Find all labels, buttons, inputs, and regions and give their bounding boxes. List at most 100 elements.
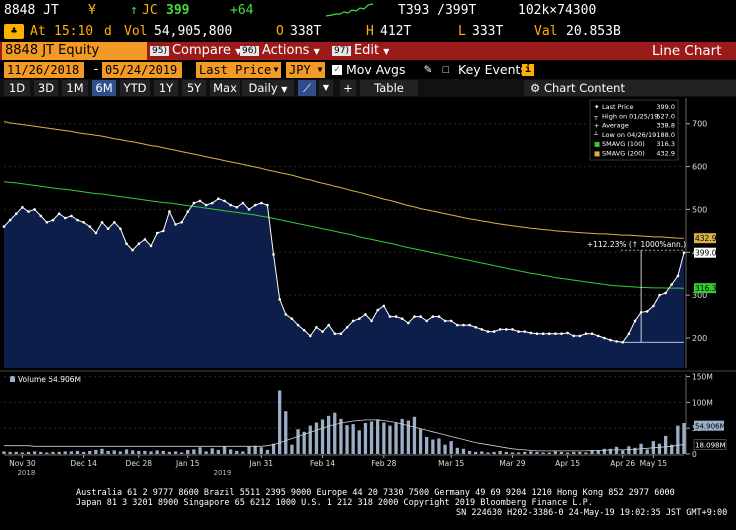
info-icon[interactable]: i xyxy=(522,64,534,76)
volume-bar xyxy=(535,451,539,454)
chevron-down-icon[interactable]: ▼ xyxy=(271,62,281,78)
volume-bar xyxy=(308,425,312,454)
end-date-input[interactable]: 05/24/2019 xyxy=(102,62,182,78)
volume-bar xyxy=(461,448,466,454)
volume-tag-bg xyxy=(694,420,724,431)
volume-tag: 54.906M xyxy=(695,423,726,431)
price-point xyxy=(272,253,275,256)
actions-button[interactable]: 96) Actions ▼ xyxy=(240,42,320,60)
quote-details: ♣ At 15:10 d Vol 54,905,800 O 338T H 412… xyxy=(0,22,736,42)
range-button-3d[interactable]: 3D xyxy=(34,80,58,96)
volume-bar xyxy=(357,430,361,454)
price-point xyxy=(682,251,686,254)
price-point xyxy=(284,313,288,316)
range-button-5y[interactable]: 5Y xyxy=(182,80,206,96)
volume-bar xyxy=(382,422,386,454)
price-point xyxy=(664,291,667,295)
volume-bar xyxy=(180,452,184,454)
volume-bar xyxy=(523,451,527,454)
range-button-1m[interactable]: 1M xyxy=(62,80,88,96)
compare-button[interactable]: 95) Compare ▼ xyxy=(150,42,241,60)
volume-bar xyxy=(376,419,380,454)
volume-bar xyxy=(627,446,631,454)
volume-bar xyxy=(449,441,453,454)
legend-item-value: 316.3 xyxy=(656,140,675,148)
volume-bar xyxy=(633,447,637,454)
volume-bar xyxy=(284,411,288,454)
legend-item-value: 399.0 xyxy=(656,103,675,111)
price-point xyxy=(449,319,453,323)
annotation-label: +112.23% (↑ 1000%ann.) xyxy=(587,240,686,249)
volume-bar xyxy=(333,412,337,454)
line-chart-icon[interactable]: ⟋ xyxy=(298,80,316,96)
price-point xyxy=(652,304,655,308)
volume-bar xyxy=(339,418,343,454)
volume-bar xyxy=(131,450,135,454)
volume-bar xyxy=(222,446,227,454)
price-point xyxy=(8,218,12,222)
pencil-icon[interactable]: ✎ xyxy=(424,62,432,77)
range-button-6m[interactable]: 6M xyxy=(92,80,116,96)
legend-marker: ┴ xyxy=(593,130,598,139)
price-point xyxy=(572,334,575,338)
price-point xyxy=(168,210,171,213)
x-axis-year-label: 2018 xyxy=(17,469,35,477)
price-point xyxy=(278,298,282,301)
security-field[interactable]: 8848 JT Equity xyxy=(2,42,147,60)
range-button-1d[interactable]: 1D xyxy=(4,80,30,96)
price-point xyxy=(596,334,600,338)
volume-bar xyxy=(657,443,662,454)
low-label: L xyxy=(458,24,466,39)
range-button-max[interactable]: Max xyxy=(210,80,240,96)
x-axis-tick-label: Feb 14 xyxy=(310,459,335,468)
price-point xyxy=(584,332,588,335)
key-events-checkbox[interactable]: ☐ xyxy=(442,62,450,77)
volume-bar xyxy=(198,447,202,454)
price-point xyxy=(413,315,416,318)
price-point xyxy=(364,313,367,316)
volume-bar xyxy=(247,446,251,454)
volume-bar xyxy=(664,435,668,454)
range-button-ytd[interactable]: YTD xyxy=(120,80,150,96)
chevron-down-icon[interactable]: ▼ xyxy=(319,80,333,96)
chevron-down-icon[interactable]: ▼ xyxy=(315,62,325,78)
volume-bar xyxy=(369,421,374,454)
frequency-select[interactable]: Daily ▼ xyxy=(242,80,294,96)
page-title: Line Chart xyxy=(652,43,722,59)
table-button[interactable]: Table xyxy=(360,80,418,96)
price-point xyxy=(204,203,208,207)
volume-bar xyxy=(63,451,67,454)
jc-label: JC xyxy=(142,3,158,18)
volume-bar xyxy=(510,452,515,454)
price-point xyxy=(39,214,43,218)
edit-button[interactable]: 97) Edit ▼ xyxy=(332,42,389,60)
edit-shortcut: 97) xyxy=(332,46,351,56)
range-button-1y[interactable]: 1Y xyxy=(154,80,178,96)
price-point xyxy=(554,332,557,335)
chevron-down-icon: ▼ xyxy=(281,85,288,94)
price-point xyxy=(407,321,410,325)
price-field-select[interactable]: Last Price xyxy=(196,62,274,78)
add-icon[interactable]: + xyxy=(340,80,356,96)
price-point xyxy=(217,197,220,200)
volume-bar xyxy=(124,449,129,454)
chart-content-button[interactable]: ⚙ Chart Content xyxy=(524,80,736,96)
volume-bar xyxy=(167,451,171,454)
price-point xyxy=(45,221,49,224)
start-date-input[interactable]: 11/26/2018 xyxy=(4,62,84,78)
volume-bar xyxy=(480,451,484,454)
sma200-tag-bg xyxy=(694,233,716,244)
price-point xyxy=(633,319,637,323)
currency-select[interactable]: JPY xyxy=(286,62,318,78)
mov-avgs-checkbox[interactable]: ✓ xyxy=(332,64,342,75)
chart-content-label: Chart Content xyxy=(543,81,625,95)
price-point xyxy=(302,329,306,332)
legend-item-value: 188.0 xyxy=(656,131,675,139)
price-point xyxy=(27,210,30,213)
volume-bar xyxy=(112,450,116,454)
price-point xyxy=(247,208,251,211)
price-point xyxy=(235,206,239,209)
val-value: 20.853B xyxy=(566,24,621,39)
x-axis-tick-label: Apr 15 xyxy=(555,459,580,468)
volume-bar xyxy=(388,425,392,454)
